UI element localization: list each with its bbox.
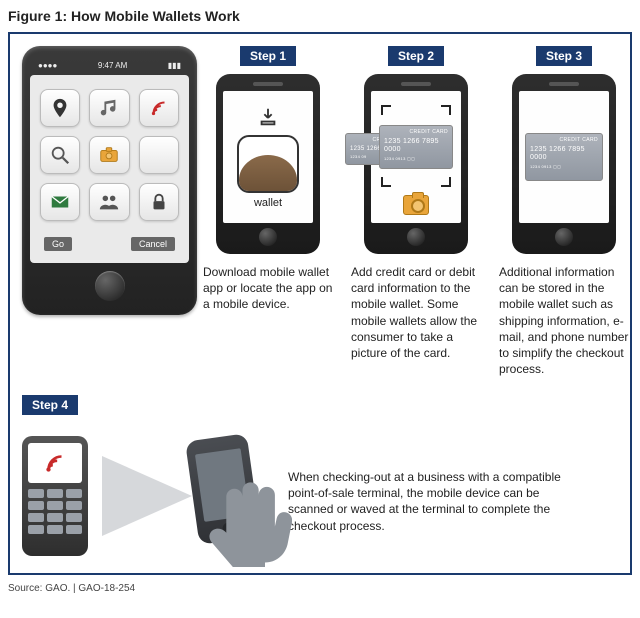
mail-icon <box>40 183 80 221</box>
credit-card-stored: CREDIT CARD 1235 1266 7895 0000 1234 091… <box>525 133 603 181</box>
pos-terminal <box>22 436 88 556</box>
step-2-caption: Add credit card or debit card informatio… <box>351 264 481 361</box>
step-2: Step 2 CREDI 1235 1266 1234 09 CREDIT CA… <box>351 46 481 377</box>
home-button[interactable] <box>95 271 125 301</box>
step-3-badge: Step 3 <box>536 46 592 66</box>
step-1-badge: Step 1 <box>240 46 296 66</box>
camera-app-icon <box>89 136 129 174</box>
search-icon <box>40 136 80 174</box>
step-4: Step 4 <box>22 395 618 561</box>
step-2-phone: CREDI 1235 1266 1234 09 CREDIT CARD 1235… <box>364 74 468 254</box>
card-title: CREDIT CARD <box>384 129 448 135</box>
card-row: 1234 0913 ▢▢ <box>384 157 448 162</box>
contacts-icon <box>89 183 129 221</box>
status-signal: ●●●● <box>38 61 57 70</box>
scan-beam <box>102 456 192 536</box>
wallet-app-icon <box>237 135 299 193</box>
figure-frame: ●●●● 9:47 AM ▮▮▮ <box>8 32 632 575</box>
step-1-caption: Download mobile wallet app or locate the… <box>203 264 333 313</box>
signal-icon <box>139 89 179 127</box>
app-grid <box>36 85 183 225</box>
status-time: 9:47 AM <box>98 61 127 70</box>
home-button-small <box>259 228 277 246</box>
figure-title: Figure 1: How Mobile Wallets Work <box>8 8 632 24</box>
main-phone: ●●●● 9:47 AM ▮▮▮ <box>22 46 197 377</box>
home-button-small <box>555 228 573 246</box>
card-number: 1235 1266 7895 0000 <box>530 146 598 163</box>
card-number: 1235 1266 7895 0000 <box>384 138 448 155</box>
card-title: CREDIT CARD <box>530 137 598 143</box>
status-battery: ▮▮▮ <box>168 61 181 70</box>
map-pin-icon <box>40 89 80 127</box>
step-1: Step 1 wallet Download mobile wallet app… <box>203 46 333 377</box>
lock-icon <box>139 183 179 221</box>
step-2-badge: Step 2 <box>388 46 444 66</box>
terminal-screen <box>28 443 82 483</box>
nfc-signal-icon <box>42 450 68 476</box>
wallet-label: wallet <box>254 197 282 209</box>
terminal-keypad <box>28 489 82 534</box>
hand-holding-phone <box>180 431 270 561</box>
step-3-caption: Additional information can be stored in … <box>499 264 629 377</box>
step-4-caption: When checking-out at a business with a c… <box>288 469 588 534</box>
source-line: Source: GAO. | GAO-18-254 <box>8 583 632 594</box>
card-row: 1234 0913 ▢▢ <box>530 165 598 170</box>
music-icon <box>89 89 129 127</box>
blank-icon <box>139 136 179 174</box>
step-4-badge: Step 4 <box>22 395 78 415</box>
step-3: Step 3 CREDIT CARD 1235 1266 7895 0000 1… <box>499 46 629 377</box>
hand-icon <box>202 477 292 567</box>
camera-capture-icon <box>403 195 429 215</box>
home-button-small <box>407 228 425 246</box>
status-bar: ●●●● 9:47 AM ▮▮▮ <box>30 58 189 75</box>
step-1-phone: wallet <box>216 74 320 254</box>
step-3-phone: CREDIT CARD 1235 1266 7895 0000 1234 091… <box>512 74 616 254</box>
download-icon <box>257 106 279 131</box>
credit-card-front: CREDIT CARD 1235 1266 7895 0000 1234 091… <box>379 125 453 169</box>
go-button[interactable]: Go <box>44 237 72 251</box>
cancel-button[interactable]: Cancel <box>131 237 175 251</box>
